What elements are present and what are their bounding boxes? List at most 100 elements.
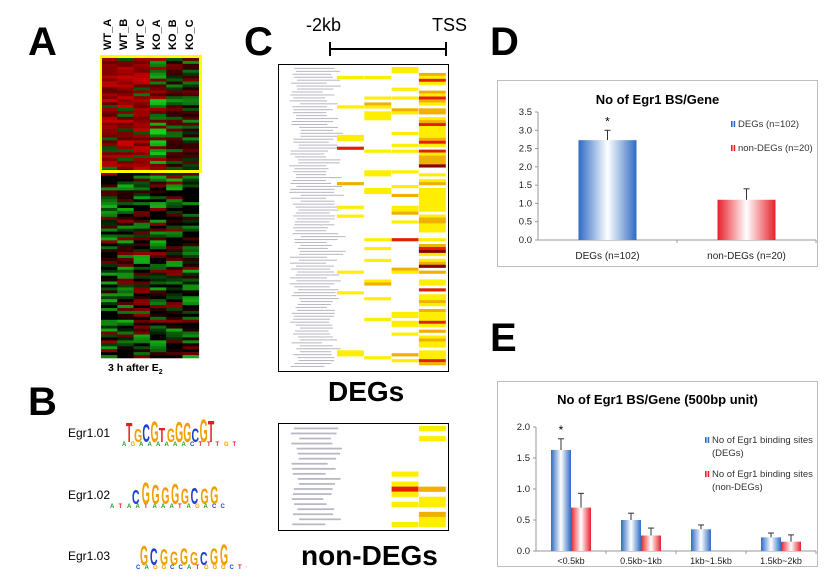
heatmap-cell <box>166 319 183 324</box>
heatmap-cell <box>166 196 183 200</box>
heatmap-cell <box>149 355 167 359</box>
heatmap-cell <box>133 196 151 200</box>
gene-label <box>298 144 338 146</box>
binding-cell <box>364 279 392 283</box>
heatmap-cell <box>166 222 183 226</box>
heatmap-cell <box>101 196 118 200</box>
logo-base-letter: G <box>195 504 200 510</box>
binding-cell <box>418 158 446 162</box>
binding-cell <box>391 323 419 327</box>
gene-label <box>298 159 341 161</box>
heatmap-cell <box>182 84 200 88</box>
panel-e-letter: E <box>490 316 517 360</box>
heatmap-cell <box>101 263 118 268</box>
logo-base-letter: G <box>162 565 167 571</box>
heatmap-cell <box>149 322 167 326</box>
heatmap-cell <box>182 319 200 324</box>
heatmap-cell <box>133 355 151 359</box>
heatmap-cell <box>101 140 118 144</box>
binding-cell <box>418 152 446 156</box>
heatmap-cell <box>166 269 183 274</box>
heatmap-cell <box>101 87 118 91</box>
heatmap-cell <box>117 355 134 359</box>
heatmap-cell <box>182 116 200 121</box>
heatmap-cell <box>101 190 118 194</box>
heatmap-cell <box>149 190 167 194</box>
heatmap-cell <box>182 225 200 229</box>
heatmap-cell <box>166 187 183 191</box>
binding-cell <box>418 350 446 354</box>
heatmap-cell <box>117 281 134 285</box>
heatmap-cell <box>133 60 151 65</box>
gene-label <box>298 336 333 338</box>
binding-cell <box>418 126 446 130</box>
heatmap-cell <box>149 60 167 65</box>
binding-cell <box>418 303 446 307</box>
heatmap-cell <box>133 63 151 68</box>
heatmap-cell <box>149 152 167 156</box>
heatmap-cell <box>166 90 183 94</box>
heatmap-cell <box>182 102 200 106</box>
heatmap-cell <box>117 155 134 159</box>
heatmap-cell <box>101 134 118 138</box>
binding-cell <box>364 105 392 109</box>
binding-cell <box>364 187 392 192</box>
heatmap-cell <box>166 228 183 232</box>
heatmap-cell <box>182 252 200 256</box>
heatmap-cell <box>117 190 134 194</box>
binding-cell <box>418 128 446 133</box>
heatmap-cell <box>117 181 134 185</box>
logo-letter: T <box>159 424 165 447</box>
binding-cell <box>391 211 419 215</box>
heatmap-cell <box>182 302 200 306</box>
heatmap-cell <box>133 296 151 300</box>
y-tick-label: 0.0 <box>519 235 532 246</box>
heatmap-cell <box>182 146 200 150</box>
heatmap-cell <box>182 281 200 285</box>
sequence-logo: A T A A T A A A T A G A C CC G G G G G C G G <box>110 476 226 510</box>
heatmap-cell <box>182 205 200 209</box>
y-tick-label: 1.5 <box>517 453 530 464</box>
heatmap-cell <box>101 155 118 159</box>
binding-cell <box>364 111 392 115</box>
heatmap-cell <box>117 249 134 253</box>
heatmap-cell <box>182 110 200 115</box>
heatmap-cell <box>166 122 183 126</box>
gene-label <box>292 513 334 516</box>
logo-letter: G <box>210 483 218 510</box>
legend-swatch <box>707 437 710 443</box>
heatmap-cell <box>101 290 118 294</box>
heatmap-cell <box>133 149 151 153</box>
gene-label <box>293 97 326 99</box>
y-tick-label: 2.0 <box>517 422 530 433</box>
heatmap-cell <box>117 275 134 279</box>
heatmap-cell <box>149 175 167 179</box>
heatmap-cell <box>149 299 167 303</box>
heatmap-cell <box>166 140 183 144</box>
logo-base-letter: T <box>216 442 220 448</box>
heatmap-cell <box>101 193 118 197</box>
heatmap-cell <box>101 340 118 344</box>
heatmap-cell <box>101 110 118 115</box>
x-tick-label: DEGs (n=102) <box>575 251 639 262</box>
heatmap-cell <box>149 131 167 135</box>
gene-label <box>290 277 328 279</box>
gene-label <box>299 298 339 300</box>
gene-label <box>297 452 341 455</box>
heatmap-cell <box>117 234 134 238</box>
heatmap-cell <box>149 146 167 150</box>
heatmap-cell <box>166 149 183 153</box>
logo-letter: G <box>175 415 183 448</box>
heatmap-cell <box>101 287 118 291</box>
heatmap-cell <box>117 172 134 176</box>
binding-cell <box>337 291 364 295</box>
heatmap-cell <box>117 131 134 135</box>
gene-label <box>291 268 331 270</box>
heatmap-cell <box>117 128 134 132</box>
heatmap-cell <box>166 190 183 194</box>
heatmap-cell <box>166 110 183 115</box>
heatmap-cell <box>149 113 167 118</box>
heatmap-cell <box>117 149 134 153</box>
heatmap-cell <box>117 328 134 332</box>
binding-cell <box>418 161 446 165</box>
